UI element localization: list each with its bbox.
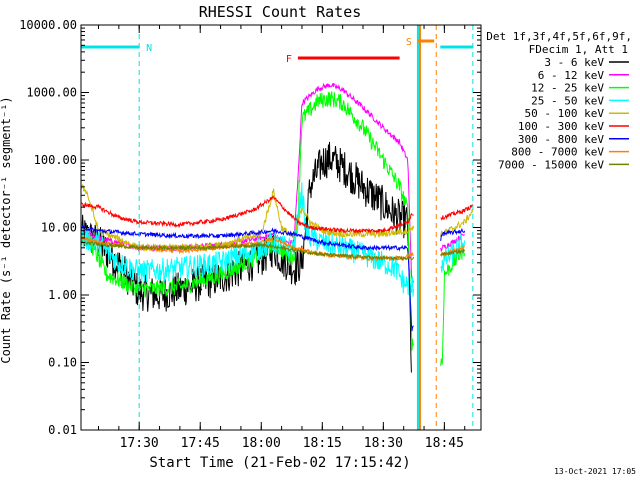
legend-entry-label: 7000 - 15000 keV <box>498 158 604 171</box>
y-axis-label: Count Rate (s⁻¹ detector⁻¹ segment⁻¹) <box>0 96 13 363</box>
series-line-7 <box>80 224 414 332</box>
flag-label-f: F <box>286 54 292 65</box>
series-line-9 <box>80 240 415 262</box>
legend-header-2: FDecim 1, Att 1 <box>529 43 628 56</box>
series-line-2 <box>440 233 465 253</box>
y-tick-label: 10000.00 <box>19 18 77 32</box>
x-tick-label: 18:30 <box>364 436 403 451</box>
y-tick-label: 0.10 <box>48 356 77 370</box>
legend-entry-label: 25 - 50 keV <box>531 94 604 107</box>
y-tick-label: 100.00 <box>34 153 77 167</box>
legend-entry-label: 50 - 100 keV <box>525 107 605 120</box>
series-line-4 <box>440 233 466 273</box>
axis-layer: 0.01 0.10 1.00 10.00 100.00 1000.00 10000.00 17… <box>19 18 481 451</box>
y-tick-label: 0.01 <box>48 423 77 437</box>
y-tick-label: 1.00 <box>48 288 77 302</box>
series-line-6 <box>440 203 474 221</box>
flag-label-s: S <box>406 37 412 48</box>
legend-entry-label: 12 - 25 keV <box>531 82 604 95</box>
marker-layer <box>138 25 474 430</box>
x-axis-label: Start Time (21-Feb-02 17:15:42) <box>149 455 410 471</box>
legend-entry-label: 800 - 7000 keV <box>511 146 604 159</box>
legend: Det 1f,3f,4f,5f,6f,9f,FDecim 1, Att 13 -… <box>486 30 632 171</box>
series-line-9 <box>440 249 466 256</box>
series-line-5 <box>440 209 474 237</box>
series-layer <box>80 82 474 373</box>
y-tick-label: 10.00 <box>41 221 77 235</box>
y-tick-label: 1000.00 <box>26 86 77 100</box>
legend-entry-label: 3 - 6 keV <box>544 56 604 69</box>
series-line-6 <box>80 195 414 235</box>
flag-layer: N F S <box>81 37 473 65</box>
x-tick-label: 17:45 <box>181 436 220 451</box>
chart-title: RHESSI Count Rates <box>199 3 362 21</box>
legend-header-1: Det 1f,3f,4f,5f,6f,9f, <box>486 30 632 43</box>
x-tick-label: 18:00 <box>242 436 281 451</box>
series-line-4 <box>80 182 415 297</box>
x-tick-label: 18:45 <box>425 436 464 451</box>
series-line-3 <box>80 91 415 351</box>
x-tick-label: 17:30 <box>120 436 159 451</box>
legend-entry-label: 300 - 800 keV <box>518 133 604 146</box>
x-tick-label: 18:15 <box>303 436 342 451</box>
legend-entry-label: 6 - 12 keV <box>538 69 605 82</box>
legend-entry-label: 100 - 300 keV <box>518 120 604 133</box>
series-line-7 <box>440 227 466 241</box>
footer-date: 13-Oct-2021 17:05 <box>554 467 636 476</box>
flag-label-n: N <box>146 43 152 54</box>
